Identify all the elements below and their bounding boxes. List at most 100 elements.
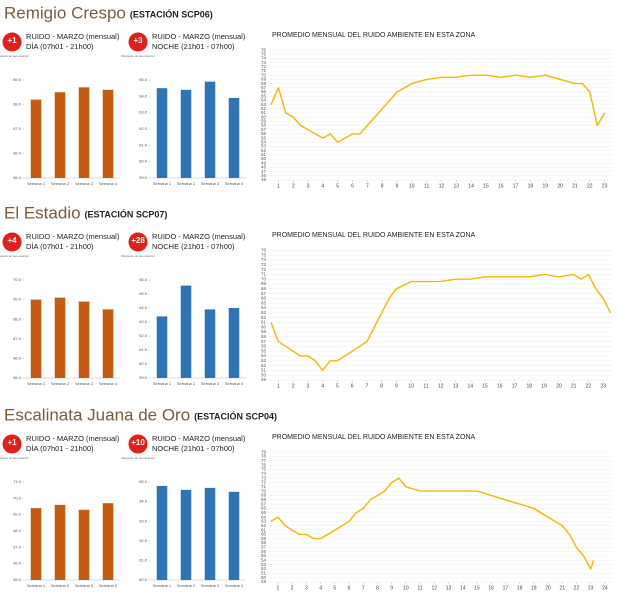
panel-label: RUIDO - MARZO (mensual) — [152, 232, 246, 241]
x-tick-label: 11 — [417, 585, 422, 591]
trend-line — [270, 477, 595, 570]
badge-value: +10 — [131, 438, 145, 447]
bar — [180, 489, 192, 580]
x-tick-label: 3 — [306, 383, 309, 389]
x-tick-label: 10 — [403, 585, 409, 591]
y-tick-label: 65 — [261, 510, 267, 515]
x-tick-label: Semana 3 — [201, 181, 220, 186]
x-tick-label: 15 — [482, 383, 488, 389]
y-tick-label: 75 — [261, 51, 267, 56]
badge-value: +4 — [7, 236, 17, 245]
x-tick-label: 13 — [453, 383, 459, 389]
x-tick-label: 17 — [513, 183, 519, 189]
y-tick-label: 59 — [261, 329, 267, 334]
y-tick-label: 70 — [261, 276, 267, 281]
x-tick-label: Semana 2 — [51, 381, 70, 386]
bar — [228, 308, 240, 378]
panel-period: DÍA (07h01 - 21h00) — [26, 242, 94, 251]
bar — [30, 99, 42, 178]
x-tick-label: 10 — [409, 183, 415, 189]
y-tick-label: 73 — [261, 475, 267, 480]
x-tick-label: 4 — [321, 183, 324, 189]
y-tick-label: 73 — [261, 262, 267, 267]
x-tick-label: 16 — [497, 383, 503, 389]
x-tick-label: 5 — [336, 183, 339, 189]
x-tick-label: 8 — [381, 183, 384, 189]
bar — [102, 309, 114, 378]
x-tick-label: 18 — [527, 383, 533, 389]
y-tick-label: 50 — [261, 575, 267, 580]
badge-value: +1 — [7, 36, 17, 45]
x-tick-label: 12 — [439, 183, 445, 189]
y-tick-label: 66.0 — [13, 561, 22, 566]
y-tick-label: 57 — [261, 339, 267, 344]
y-tick-label: 66.0 — [139, 277, 148, 282]
x-tick-label: 9 — [395, 383, 398, 389]
x-tick-label: 2 — [292, 183, 295, 189]
x-tick-label: Semana 4 — [99, 381, 118, 386]
y-tick-label: 48 — [261, 165, 267, 170]
y-tick-label: 74 — [261, 56, 267, 61]
panel-label: RUIDO - MARZO (mensual) — [26, 232, 120, 241]
change-badge — [2, 434, 22, 454]
x-tick-label: 1 — [277, 383, 280, 389]
x-tick-label: 15 — [474, 585, 480, 591]
y-tick-label: 66.0 — [13, 355, 22, 360]
bar — [102, 503, 114, 580]
x-tick-label: Semana 4 — [99, 583, 118, 588]
y-tick-label: 68 — [261, 81, 267, 86]
y-tick-label: 53 — [261, 144, 267, 149]
panel-period: NOCHE (21h01 - 07h00) — [152, 42, 235, 51]
station-label: (ESTACIÓN SCP07) — [85, 208, 168, 219]
x-tick-label: 14 — [460, 585, 466, 591]
badge-note: Respecto al mes anterior — [0, 456, 29, 460]
y-tick-label: 67 — [261, 501, 267, 506]
y-tick-label: 49 — [261, 377, 267, 382]
y-tick-label: 50 — [261, 372, 267, 377]
panel-label: RUIDO - MARZO (mensual) — [152, 32, 246, 41]
chart-title: PROMEDIO MENSUAL DEL RUIDO AMBIENTE EN E… — [272, 32, 475, 39]
panel-period: NOCHE (21h01 - 07h00) — [152, 242, 235, 251]
y-tick-label: 69.0 — [13, 297, 22, 302]
y-tick-label: 57 — [261, 545, 267, 550]
y-tick-label: 65 — [261, 300, 267, 305]
x-tick-label: 19 — [541, 383, 547, 389]
change-badge — [2, 32, 22, 52]
y-tick-label: 72 — [261, 267, 267, 272]
y-tick-label: 58 — [261, 123, 267, 128]
y-tick-label: 54 — [261, 353, 267, 358]
y-tick-label: 62 — [261, 523, 267, 528]
x-tick-label: 20 — [545, 585, 551, 591]
y-tick-label: 69 — [261, 493, 267, 498]
x-tick-label: 23 — [602, 183, 608, 189]
station-label: (ESTACIÓN SCP06) — [130, 8, 213, 19]
section-title: El Estadio — [4, 203, 81, 222]
change-badge — [128, 32, 148, 52]
y-tick-label: 69 — [261, 77, 267, 82]
y-tick-label: 65.0 — [139, 77, 148, 82]
x-tick-label: 17 — [503, 585, 509, 591]
y-tick-label: 46 — [261, 173, 267, 178]
y-tick-label: 59 — [261, 536, 267, 541]
x-tick-label: Semana 2 — [51, 583, 70, 588]
y-tick-label: 72 — [261, 480, 267, 485]
y-tick-label: 54 — [261, 139, 267, 144]
x-tick-label: 5 — [336, 383, 339, 389]
y-tick-label: 45 — [261, 177, 267, 182]
y-tick-label: 56 — [261, 344, 267, 349]
y-tick-label: 71 — [261, 484, 267, 489]
y-tick-label: 76 — [261, 47, 267, 52]
bar — [228, 491, 240, 580]
change-badge — [128, 232, 148, 252]
x-tick-label: 19 — [542, 183, 548, 189]
bar — [54, 92, 66, 178]
y-tick-label: 55 — [261, 135, 267, 140]
x-tick-label: Semana 3 — [75, 381, 94, 386]
y-tick-label: 53 — [261, 562, 267, 567]
y-tick-label: 64 — [261, 514, 267, 519]
x-tick-label: Semana 1 — [153, 583, 172, 588]
y-tick-label: 63.0 — [139, 110, 148, 115]
y-tick-label: 56 — [261, 131, 267, 136]
y-tick-label: 65.0 — [13, 375, 22, 380]
x-tick-label: 13 — [446, 585, 452, 591]
